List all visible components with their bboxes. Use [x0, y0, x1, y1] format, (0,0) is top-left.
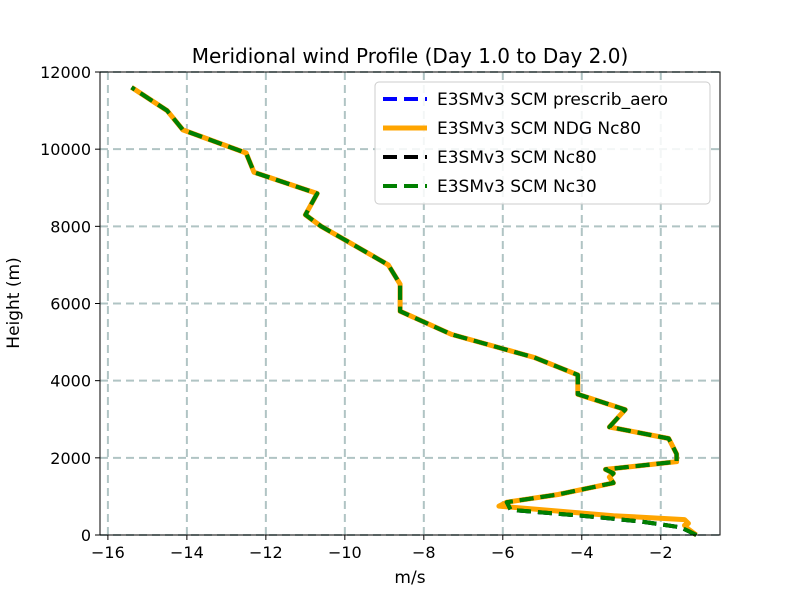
x-tick-label: −6 [491, 543, 515, 562]
series-line [130, 85, 698, 537]
legend-entry: E3SMv3 SCM Nc80 [437, 148, 597, 168]
legend-entry: E3SMv3 SCM prescrib_aero [437, 90, 668, 110]
x-tick-label: −4 [570, 543, 594, 562]
x-tick-label: −16 [91, 543, 125, 562]
y-tick-label: 4000 [50, 372, 91, 391]
y-tick-label: 6000 [50, 295, 91, 314]
y-tick-label: 2000 [50, 449, 91, 468]
x-axis-label: m/s [394, 568, 425, 588]
x-tick-label: −12 [249, 543, 283, 562]
axis-ticks: −16 −14 −12 −10 −8 −6 −4 −2 0 2000 4000 6000 8000 100… [40, 63, 672, 562]
x-tick-label: −8 [412, 543, 436, 562]
x-tick-label: −2 [649, 543, 673, 562]
y-tick-label: 12000 [40, 63, 91, 82]
y-tick-label: 10000 [40, 140, 91, 159]
y-tick-label: 0 [81, 526, 91, 545]
series-group [130, 85, 698, 538]
chart-title: Meridional wind Profile (Day 1.0 to Day … [192, 44, 629, 68]
y-axis-label: Height (m) [4, 257, 24, 348]
legend: E3SMv3 SCM prescrib_aero E3SMv3 SCM NDG N… [374, 81, 711, 205]
legend-entry: E3SMv3 SCM Nc30 [437, 177, 597, 197]
legend-entry: E3SMv3 SCM NDG Nc80 [437, 119, 641, 139]
x-tick-label: −10 [328, 543, 362, 562]
legend-box [374, 81, 711, 205]
x-tick-label: −14 [170, 543, 204, 562]
y-tick-label: 8000 [50, 217, 91, 236]
